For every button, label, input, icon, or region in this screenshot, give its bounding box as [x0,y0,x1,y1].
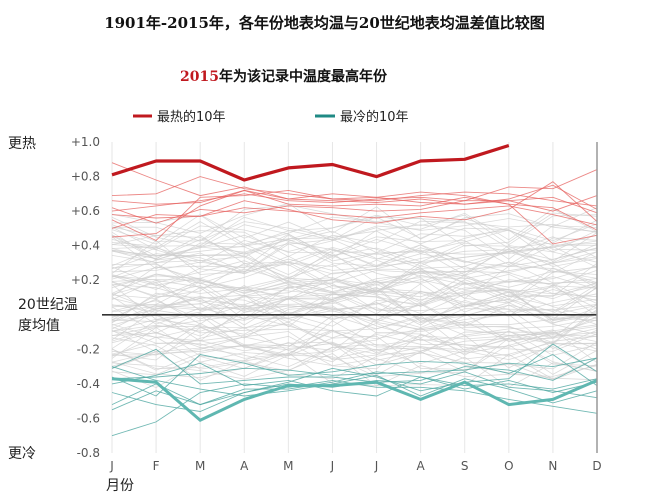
other-year-line [111,335,598,370]
hotter-label: 更热 [8,136,36,152]
other-year-line [111,224,598,261]
other-year-line [111,314,598,351]
cold-year-line [111,366,598,404]
baseline-label-line2: 度均值 [18,318,60,334]
x-tick-label: A [417,459,426,473]
other-year-line [111,327,598,362]
x-tick-label: M [195,459,205,473]
other-year-line [111,239,598,267]
y-tick-label: +0.8 [71,170,100,184]
x-tick-label: J [109,459,114,473]
x-tick-label: D [592,459,601,473]
y-tick-label: -0.2 [77,342,100,356]
x-tick-label: F [153,459,160,473]
chart-subtitle: 2015年为该记录中温度最高年份 [180,66,387,86]
other-year-line [111,343,598,376]
other-year-line [111,251,598,290]
other-year-line [111,261,598,292]
cold-year-line [111,353,598,397]
other-year-line [111,280,598,313]
y-tick-label: +1.0 [71,135,100,149]
subtitle-year: 2015 [180,69,219,85]
hot-year-line [111,189,598,242]
highlight-2015-line [111,143,510,182]
other-year-line [111,261,598,289]
hot-year-line [111,169,598,224]
other-year-line [111,276,598,311]
subtitle-text: 年为该记录中温度最高年份 [218,69,387,85]
cold-year-line [111,343,598,406]
other-year-line [111,221,598,254]
hot-year-line [111,181,598,229]
hot-year-line [111,193,598,214]
other-year-line [111,290,598,321]
y-tick-label: +0.6 [71,204,100,218]
other-year-line [111,310,598,345]
cold-year-line [111,362,598,397]
y-tick-label: -0.8 [77,446,100,460]
other-year-line [111,215,598,249]
x-tick-label: S [461,459,469,473]
other-year-line [111,323,598,361]
legend-hot-label: 最热的10年 [157,109,226,125]
cold-year-line [111,371,598,411]
x-tick-label: J [374,459,379,473]
other-year-line [112,204,598,242]
other-year-line [111,234,598,273]
other-year-line [111,329,598,352]
other-year-line [111,326,598,359]
other-year-line [111,296,598,325]
other-year-line [111,253,598,290]
other-year-line [111,245,598,280]
y-tick-label: -0.6 [77,411,100,425]
coldest-year-line [111,377,598,422]
other-year-line [111,229,598,263]
other-year-line [111,231,598,268]
hot-year-line [111,162,598,245]
other-year-line [111,354,598,389]
other-year-line [111,305,598,335]
x-tick-label: J [330,459,335,473]
hot-year-line [111,176,598,207]
other-year-line [111,236,598,270]
x-tick-label: M [283,459,293,473]
other-year-line [111,345,598,372]
legend-cold-label: 最冷的10年 [340,109,409,125]
x-tick-label: N [548,459,557,473]
cold-year-line [111,357,598,380]
y-tick-label: +0.4 [71,239,100,253]
other-year-line [111,304,598,339]
other-year-line [111,208,598,245]
colder-label: 更冷 [8,446,36,462]
hot-year-line [111,184,598,238]
y-tick-label: -0.4 [77,377,100,391]
other-year-line [111,320,598,357]
other-year-line [111,327,598,363]
baseline-label-line1: 20世纪温 [18,297,78,313]
other-year-line [111,333,598,370]
x-axis-label: 月份 [106,478,134,494]
other-year-line [111,353,598,387]
other-year-line [111,331,598,356]
other-year-line [111,202,598,240]
other-year-line [111,281,598,311]
other-year-line [111,261,598,295]
other-year-line [111,260,598,298]
x-tick-label: O [504,459,513,473]
x-tick-label: A [240,459,249,473]
other-year-line [111,262,598,293]
other-year-line [111,234,598,270]
chart-title: 1901年-2015年，各年份地表均温与20世纪地表均温差值比较图 [104,14,545,32]
other-year-line [111,225,598,254]
other-year-line [111,264,598,287]
y-tick-label: +0.2 [71,273,100,287]
hot-year-line [111,205,598,226]
